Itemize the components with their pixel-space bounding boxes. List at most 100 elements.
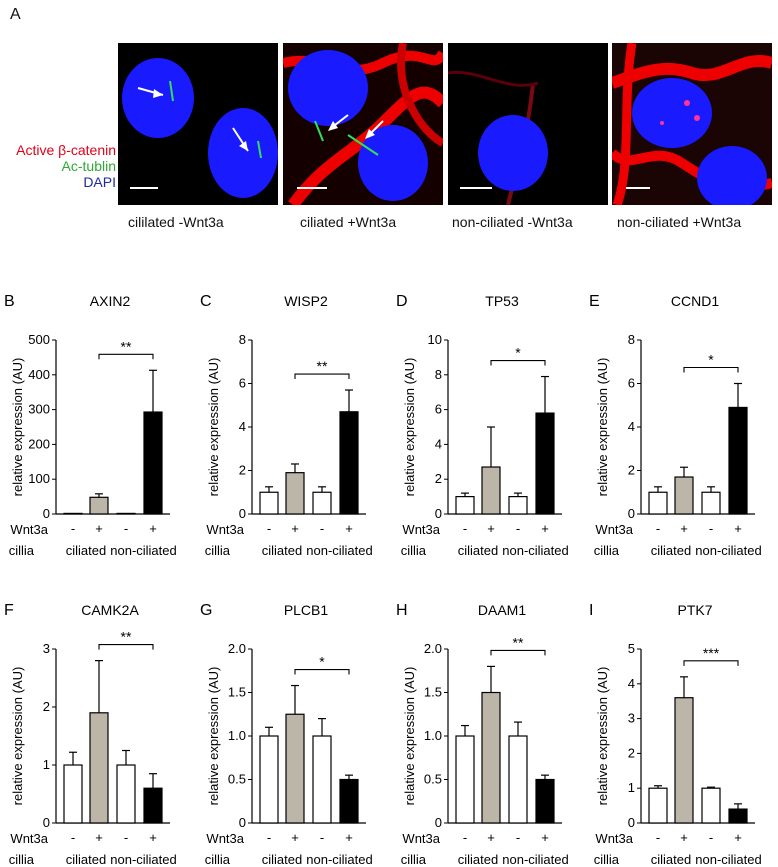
stain-legend: Active β-catenin Ac-tublin DAPI xyxy=(0,142,116,190)
y-tick-label: 2 xyxy=(628,745,635,760)
group-label: ciliated xyxy=(66,852,106,867)
y-tick-label: 2.0 xyxy=(424,641,442,656)
group-label: ciliated xyxy=(458,852,498,867)
y-tick-label: 0 xyxy=(628,506,635,521)
row-label-cillia: cillia xyxy=(401,852,427,867)
y-axis-label: relative expression (AU) xyxy=(10,358,25,497)
group-label: ciliated xyxy=(262,543,302,558)
bar xyxy=(339,778,359,824)
y-tick-label: 500 xyxy=(28,332,50,347)
y-tick-label: 2 xyxy=(239,463,246,478)
group-label: non-ciliated xyxy=(306,852,373,867)
significance-bracket xyxy=(294,668,350,675)
group-label: ciliated xyxy=(651,543,691,558)
row-label-cillia: cillia xyxy=(9,543,35,558)
chart-title: PTK7 xyxy=(677,602,712,618)
treatment-label: + xyxy=(95,521,103,536)
chart-title: WISP2 xyxy=(284,293,328,309)
bar xyxy=(648,787,668,824)
row-label-wnt3a: Wnt3a xyxy=(595,831,633,846)
y-tick-label: 400 xyxy=(28,367,50,382)
y-tick-label: 2.0 xyxy=(228,641,246,656)
group-label: non-ciliated xyxy=(306,543,373,558)
bar xyxy=(674,476,694,515)
y-tick-label: 8 xyxy=(435,367,442,382)
y-tick-label: 6 xyxy=(435,402,442,417)
bar xyxy=(312,735,332,824)
y-tick-label: 5 xyxy=(628,641,635,656)
y-tick-label: 3 xyxy=(628,711,635,726)
significance-marker: ** xyxy=(121,629,132,645)
y-axis-label: relative expression (AU) xyxy=(10,667,25,806)
y-tick-label: 0.5 xyxy=(228,772,246,787)
treatment-label: + xyxy=(487,521,495,536)
caption-micrograph-2: ciliated +Wnt3a xyxy=(300,214,397,230)
row-label-wnt3a: Wnt3a xyxy=(206,831,244,846)
panel-label: F xyxy=(4,602,14,619)
treatment-label: + xyxy=(149,830,157,845)
group-label: ciliated xyxy=(651,852,691,867)
significance-bracket xyxy=(490,359,546,366)
y-tick-label: 0 xyxy=(435,506,442,521)
treatment-label: - xyxy=(124,521,128,536)
panel-label: B xyxy=(4,293,15,310)
bar xyxy=(701,491,721,515)
row-label-cillia: cillia xyxy=(401,543,427,558)
y-tick-label: 0 xyxy=(239,815,246,830)
y-tick-label: 4 xyxy=(435,436,442,451)
treatment-label: + xyxy=(734,521,742,536)
bar xyxy=(701,787,721,824)
chart-title: CCND1 xyxy=(671,293,719,309)
significance-bracket xyxy=(683,366,739,373)
chart-title: TP53 xyxy=(485,293,519,309)
bar xyxy=(63,512,83,515)
treatment-label: + xyxy=(680,521,688,536)
y-axis-label: relative expression (AU) xyxy=(402,358,417,497)
significance-bracket xyxy=(490,649,546,656)
panel-label: I xyxy=(589,602,593,619)
bar xyxy=(116,764,136,824)
treatment-label: - xyxy=(656,521,660,536)
group-label: non-ciliated xyxy=(502,852,569,867)
treatment-label: - xyxy=(463,830,467,845)
treatment-label: - xyxy=(656,830,660,845)
panel-label: E xyxy=(589,293,600,310)
bar xyxy=(143,411,163,515)
bar xyxy=(481,691,501,824)
treatment-label: - xyxy=(320,830,324,845)
row-label-wnt3a: Wnt3a xyxy=(206,522,244,537)
y-tick-label: 200 xyxy=(28,436,50,451)
bar xyxy=(535,778,555,824)
y-tick-label: 3 xyxy=(43,641,50,656)
group-label: non-ciliated xyxy=(502,543,569,558)
panel-label: H xyxy=(396,602,408,619)
significance-marker: * xyxy=(708,352,714,368)
group-label: ciliated xyxy=(458,543,498,558)
row-label-cillia: cillia xyxy=(205,543,231,558)
bar xyxy=(481,466,501,515)
chart-title: DAAM1 xyxy=(478,602,526,618)
y-tick-label: 0 xyxy=(628,815,635,830)
significance-marker: ** xyxy=(513,634,524,650)
micrograph-nonciliated-treated xyxy=(612,43,772,205)
row-label-wnt3a: Wnt3a xyxy=(595,522,633,537)
treatment-label: - xyxy=(463,521,467,536)
y-tick-label: 1 xyxy=(43,757,50,772)
row-label-wnt3a: Wnt3a xyxy=(10,522,48,537)
treatment-label: + xyxy=(680,830,688,845)
panel-label: C xyxy=(200,293,212,310)
treatment-label: - xyxy=(516,521,520,536)
bar xyxy=(339,411,359,515)
group-label: ciliated xyxy=(66,543,106,558)
y-axis-label: relative expression (AU) xyxy=(595,358,610,497)
significance-marker: ** xyxy=(317,358,328,374)
bar xyxy=(508,496,528,515)
bar xyxy=(674,697,694,824)
chart-axin2: B AXIN2 relative expression (AU) 0 100 200 300… xyxy=(4,293,177,558)
y-axis-label: relative expression (AU) xyxy=(206,667,221,806)
caption-micrograph-4: non-ciliated +Wnt3a xyxy=(617,214,742,230)
y-tick-label: 8 xyxy=(628,332,635,347)
chart-ptk7: I PTK7 relative expression (AU) 0 1 2 3 4 5 *** Wn… xyxy=(589,602,762,867)
y-tick-label: 0.5 xyxy=(424,772,442,787)
chart-plcb1: G PLCB1 relative expression (AU) 0 0.5 1.0 1.5… xyxy=(200,602,373,867)
